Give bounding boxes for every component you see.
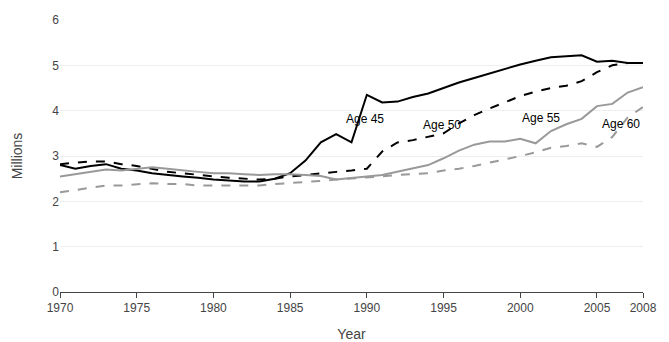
svg-text:0: 0 <box>52 285 59 299</box>
svg-text:1985: 1985 <box>277 301 304 315</box>
svg-text:1995: 1995 <box>430 301 457 315</box>
svg-text:Year: Year <box>337 326 366 342</box>
svg-text:4: 4 <box>52 104 59 118</box>
svg-text:2008: 2008 <box>630 301 657 315</box>
svg-text:Millions: Millions <box>9 133 25 180</box>
svg-text:1: 1 <box>52 240 59 254</box>
svg-text:Age 45: Age 45 <box>346 112 384 126</box>
svg-text:1990: 1990 <box>353 301 380 315</box>
svg-text:2005: 2005 <box>584 301 611 315</box>
svg-text:1975: 1975 <box>123 301 150 315</box>
svg-text:2: 2 <box>52 195 59 209</box>
svg-text:1970: 1970 <box>47 301 74 315</box>
svg-text:6: 6 <box>52 13 59 27</box>
svg-text:2000: 2000 <box>507 301 534 315</box>
svg-text:Age 50: Age 50 <box>423 118 461 132</box>
svg-text:5: 5 <box>52 59 59 73</box>
svg-text:1980: 1980 <box>200 301 227 315</box>
svg-text:Age 55: Age 55 <box>522 111 560 125</box>
svg-text:Age 60: Age 60 <box>602 117 640 131</box>
svg-text:3: 3 <box>52 149 59 163</box>
